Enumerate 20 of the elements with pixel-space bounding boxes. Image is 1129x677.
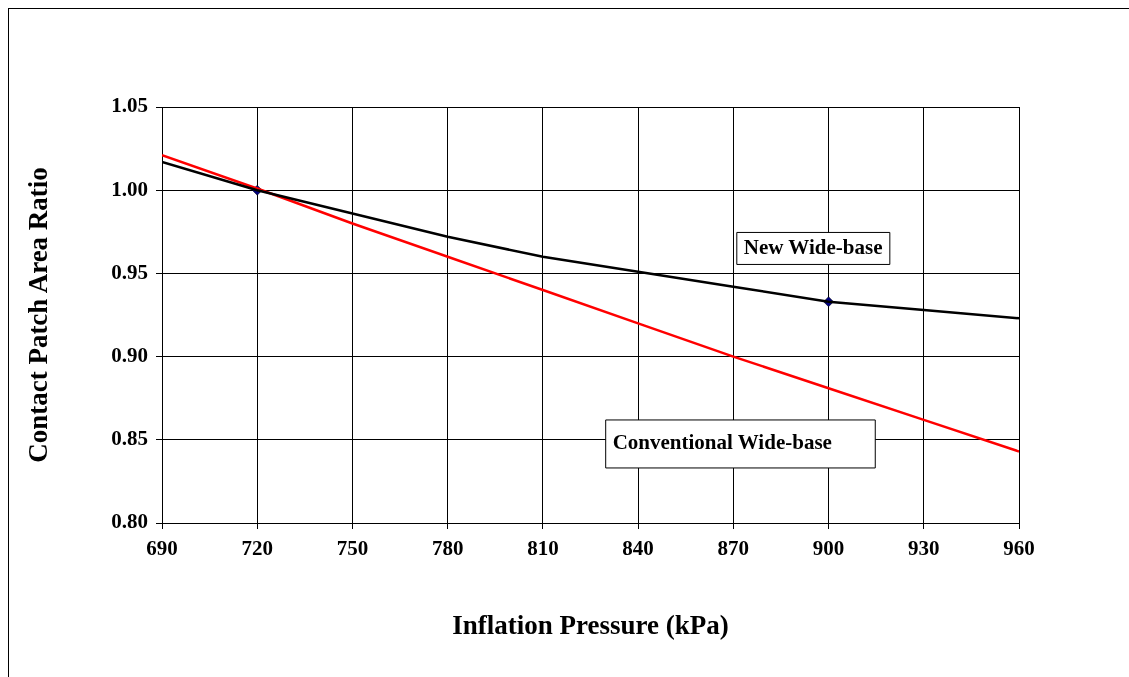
series-label: New Wide-base bbox=[743, 234, 883, 259]
series-label: Conventional Wide-base bbox=[612, 430, 832, 455]
y-tick-label: 0.80 bbox=[111, 509, 148, 534]
x-tick-label: 690 bbox=[146, 536, 178, 561]
x-axis-title: Inflation Pressure (kPa) bbox=[452, 609, 729, 640]
y-tick-label: 1.05 bbox=[111, 93, 148, 118]
y-tick-label: 0.95 bbox=[111, 259, 148, 284]
x-tick-label: 960 bbox=[1003, 536, 1035, 561]
x-tick-label: 930 bbox=[908, 536, 940, 561]
x-tick-label: 720 bbox=[241, 536, 273, 561]
y-tick-label: 0.85 bbox=[111, 426, 148, 451]
x-tick-label: 870 bbox=[717, 536, 750, 561]
x-tick-label: 750 bbox=[336, 536, 369, 561]
x-tick-label: 900 bbox=[812, 536, 845, 561]
y-tick-label: 0.90 bbox=[111, 343, 148, 368]
y-tick-label: 1.00 bbox=[111, 176, 148, 201]
x-tick-label: 780 bbox=[431, 536, 464, 561]
x-tick-label: 840 bbox=[622, 536, 654, 561]
y-axis-title: Contact Patch Area Ratio bbox=[23, 167, 54, 463]
x-tick-label: 810 bbox=[527, 536, 559, 561]
